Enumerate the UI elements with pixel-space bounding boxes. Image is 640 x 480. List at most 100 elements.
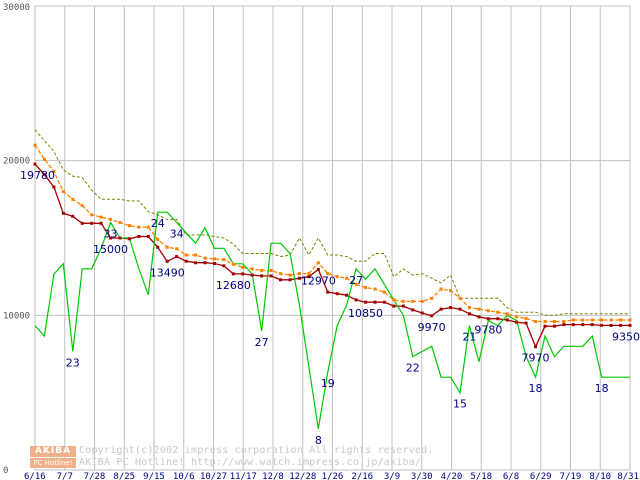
x-tick-label: 8/10 xyxy=(589,472,611,480)
data-label-lowest: 12970 xyxy=(301,274,336,287)
point-average xyxy=(288,273,292,277)
pc-hotline-logo: PC Hotline! xyxy=(30,458,76,468)
point-average xyxy=(600,318,604,322)
x-tick-label: 7/19 xyxy=(560,472,582,480)
point-lowest xyxy=(61,211,65,215)
point-lowest xyxy=(127,237,131,241)
data-label-lowest: 19780 xyxy=(20,169,55,182)
point-average xyxy=(109,217,113,221)
data-label-lowest: 9780 xyxy=(474,324,502,337)
point-lowest xyxy=(562,323,566,327)
data-label-lowest: 15000 xyxy=(93,243,128,256)
point-lowest xyxy=(99,221,103,225)
site-url-text: AKIBA PC Hotline! http://www.watch.impre… xyxy=(79,457,422,468)
point-lowest xyxy=(118,236,122,240)
point-average xyxy=(505,312,509,316)
y-tick-label: 20000 xyxy=(3,157,30,167)
data-label-count: 18 xyxy=(595,382,609,395)
y-axis-ticks: 0 10000 20000 30000 xyxy=(3,3,30,476)
point-lowest xyxy=(165,259,169,263)
point-average xyxy=(127,224,131,228)
point-lowest xyxy=(534,345,538,349)
point-lowest xyxy=(279,278,283,282)
point-lowest xyxy=(619,323,623,327)
point-average xyxy=(279,272,283,276)
x-tick-label: 8/31 xyxy=(617,472,639,480)
point-average xyxy=(165,245,169,249)
x-tick-label: 6/29 xyxy=(530,472,552,480)
point-lowest xyxy=(146,234,150,238)
point-lowest xyxy=(543,324,547,328)
x-tick-label: 8/25 xyxy=(113,472,135,480)
point-lowest xyxy=(288,278,292,282)
point-average xyxy=(42,157,46,161)
x-tick-label: 10/27 xyxy=(200,472,227,480)
point-average xyxy=(326,272,330,276)
data-label-count: 27 xyxy=(255,336,269,349)
point-lowest xyxy=(156,245,160,249)
data-label-lowest: 10850 xyxy=(348,307,383,320)
data-label-count: 34 xyxy=(170,228,184,241)
point-lowest xyxy=(194,261,198,265)
point-lowest xyxy=(458,307,462,311)
point-average xyxy=(439,287,443,291)
point-average xyxy=(515,315,519,319)
point-lowest xyxy=(316,267,320,271)
x-tick-label: 11/17 xyxy=(230,472,257,480)
x-tick-label: 6/16 xyxy=(24,472,46,480)
x-tick-label: 10/6 xyxy=(173,472,195,480)
y-tick-label: 10000 xyxy=(3,311,30,321)
point-average xyxy=(175,247,179,251)
copyright-text: Copyright(c)2002 impress corporation All… xyxy=(79,445,434,456)
series-line-lowest xyxy=(34,163,630,349)
data-label-count: 15 xyxy=(453,398,467,411)
x-tick-label: 3/9 xyxy=(384,472,400,480)
y-tick-label: 0 xyxy=(3,466,8,476)
point-average xyxy=(562,320,566,324)
point-average xyxy=(71,197,75,201)
point-lowest xyxy=(52,185,56,189)
point-lowest xyxy=(269,274,273,278)
point-average xyxy=(524,316,528,320)
point-average xyxy=(486,309,490,313)
point-average xyxy=(449,289,453,293)
point-lowest xyxy=(477,315,481,319)
point-average xyxy=(552,320,556,324)
point-lowest xyxy=(137,234,141,238)
point-lowest xyxy=(600,323,604,327)
data-label-count: 21 xyxy=(462,331,476,344)
point-average xyxy=(194,253,198,257)
point-lowest xyxy=(345,293,349,297)
point-average xyxy=(250,267,254,271)
x-tick-label: 12/28 xyxy=(289,472,316,480)
data-label-count: 27 xyxy=(349,274,363,287)
data-label-count: 19 xyxy=(321,377,335,390)
point-average xyxy=(534,320,538,324)
point-lowest xyxy=(203,261,207,265)
point-lowest xyxy=(524,321,528,325)
point-lowest xyxy=(260,274,264,278)
point-lowest xyxy=(175,255,179,259)
point-average xyxy=(609,318,613,322)
x-tick-label: 2/16 xyxy=(351,472,373,480)
point-average xyxy=(33,143,37,147)
point-average xyxy=(373,287,377,291)
data-label-count: 23 xyxy=(66,356,80,369)
point-average xyxy=(345,276,349,280)
point-lowest xyxy=(109,236,113,240)
point-lowest xyxy=(364,300,368,304)
point-lowest xyxy=(212,262,216,266)
point-average xyxy=(364,285,368,289)
point-lowest xyxy=(42,173,46,177)
point-lowest xyxy=(80,221,84,225)
x-tick-label: 5/18 xyxy=(470,472,492,480)
point-average xyxy=(222,258,226,262)
point-lowest xyxy=(71,214,75,218)
point-lowest xyxy=(449,306,453,310)
point-average xyxy=(467,306,471,310)
x-tick-label: 12/8 xyxy=(262,472,284,480)
point-average xyxy=(156,238,160,242)
x-tick-label: 1/26 xyxy=(322,472,344,480)
point-lowest xyxy=(486,317,490,321)
data-label-count: 33 xyxy=(104,228,118,241)
